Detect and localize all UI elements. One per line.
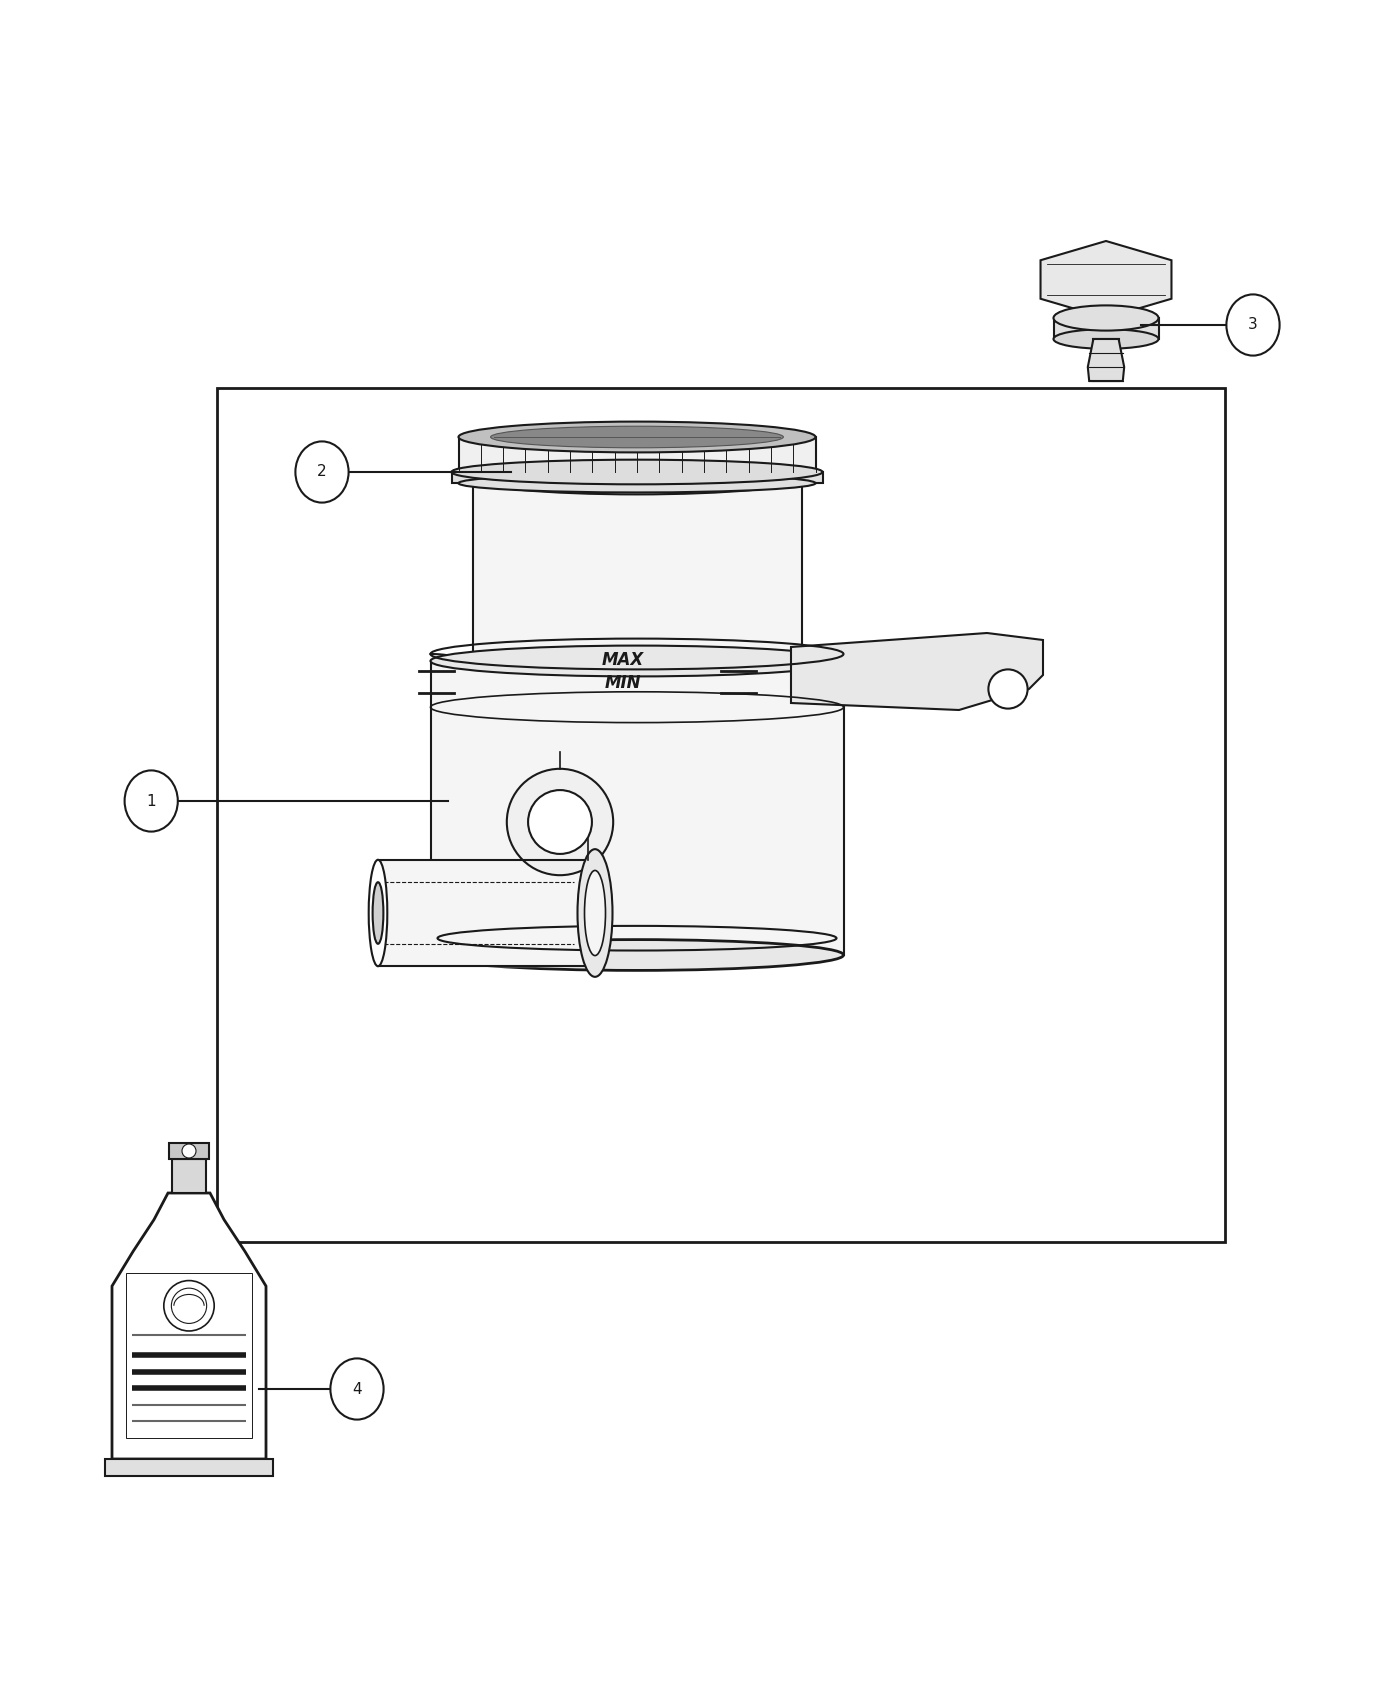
Text: 2: 2 (318, 464, 326, 479)
Ellipse shape (539, 468, 735, 490)
FancyBboxPatch shape (169, 1142, 209, 1159)
Ellipse shape (368, 860, 388, 966)
Polygon shape (112, 1193, 266, 1459)
FancyBboxPatch shape (217, 388, 1225, 1243)
Polygon shape (791, 632, 1043, 711)
Text: MIN: MIN (605, 673, 641, 692)
Ellipse shape (431, 940, 843, 971)
Ellipse shape (577, 850, 613, 977)
Ellipse shape (490, 427, 784, 447)
Circle shape (528, 790, 592, 853)
Ellipse shape (473, 464, 801, 495)
Polygon shape (1040, 241, 1172, 318)
Ellipse shape (330, 1358, 384, 1420)
Ellipse shape (372, 882, 384, 944)
Ellipse shape (1053, 306, 1159, 330)
FancyBboxPatch shape (126, 1273, 252, 1438)
Ellipse shape (125, 770, 178, 831)
Text: 3: 3 (1249, 318, 1257, 333)
FancyBboxPatch shape (451, 473, 823, 483)
Ellipse shape (431, 646, 843, 677)
Circle shape (182, 1144, 196, 1158)
Text: 4: 4 (353, 1382, 361, 1396)
Polygon shape (1088, 338, 1124, 381)
Ellipse shape (1053, 330, 1159, 348)
Ellipse shape (1226, 294, 1280, 355)
FancyBboxPatch shape (172, 1159, 206, 1193)
Ellipse shape (459, 474, 815, 493)
Text: MAX: MAX (602, 651, 644, 670)
Ellipse shape (295, 442, 349, 503)
Ellipse shape (451, 459, 823, 484)
Circle shape (988, 670, 1028, 709)
Text: 1: 1 (147, 794, 155, 809)
Circle shape (507, 768, 613, 876)
FancyBboxPatch shape (1093, 338, 1119, 381)
FancyBboxPatch shape (1053, 318, 1159, 338)
Ellipse shape (585, 870, 605, 955)
Ellipse shape (459, 422, 815, 452)
FancyBboxPatch shape (105, 1459, 273, 1476)
